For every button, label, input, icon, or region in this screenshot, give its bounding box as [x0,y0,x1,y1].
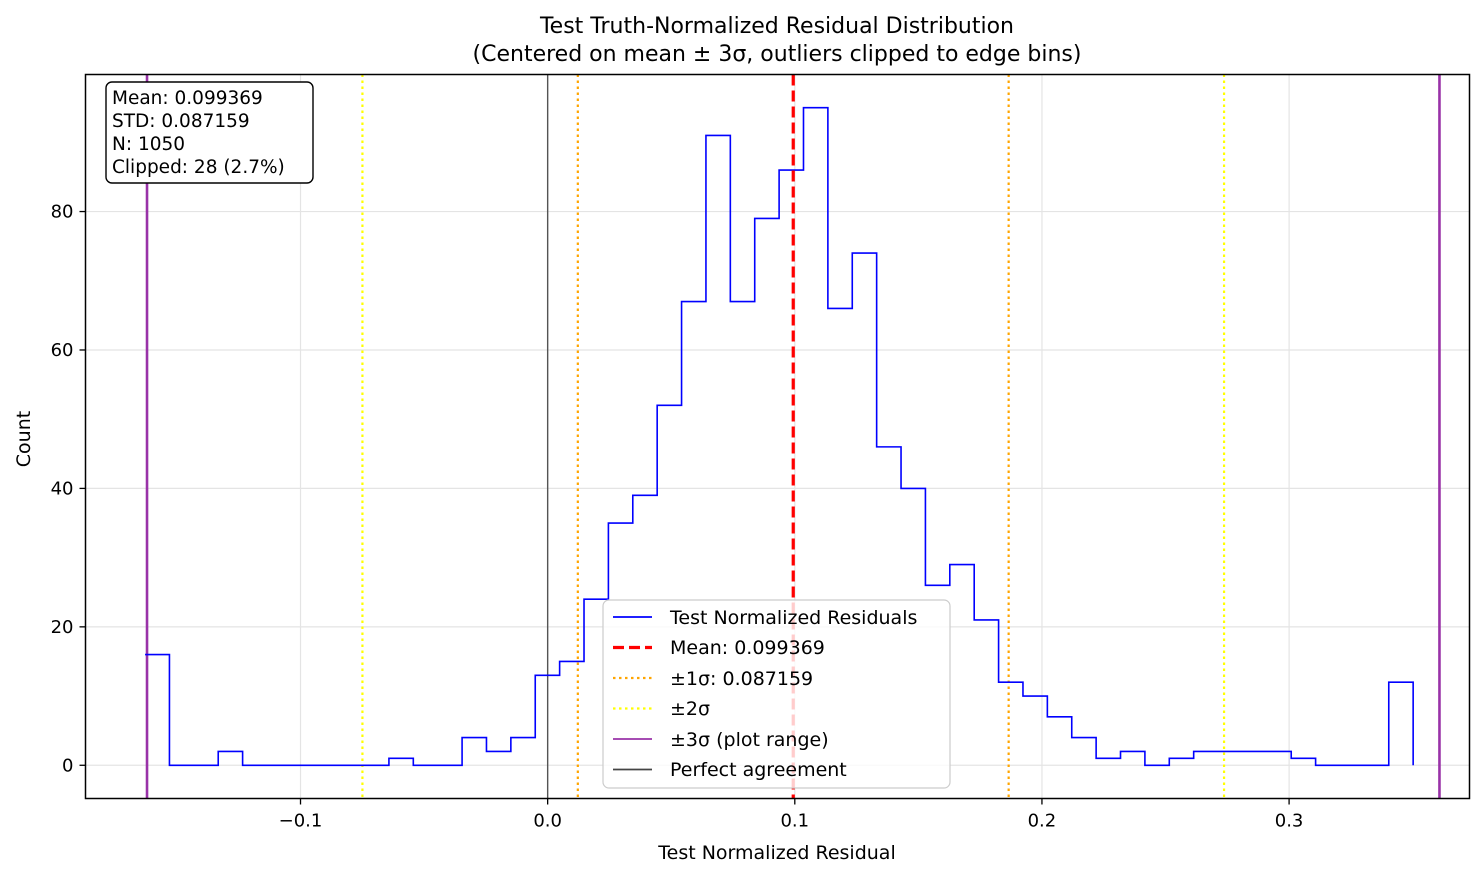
histogram [145,106,1414,767]
y-tick-label-4: 80 [51,202,74,223]
legend: Test Normalized Residuals Mean: 0.099369… [602,599,951,789]
y-tick-label-0: 0 [62,755,73,776]
y-tick-label-2: 40 [51,478,74,499]
y-tick-label-1: 20 [51,617,74,638]
legend-label-2sigma: ±2σ [670,698,710,720]
stats-box: Mean: 0.099369 STD: 0.087159 N: 1050 Cli… [105,81,314,184]
legend-frame [602,599,951,789]
legend-label-3sigma: ±3σ (plot range) [670,729,829,751]
legend-label-perfect-agreement: Perfect agreement [670,759,847,781]
reference-lines [145,74,1441,799]
y-tick-label-3: 60 [51,340,74,361]
stats-std: STD: 0.087159 [112,111,250,132]
plot-frame [84,73,1471,800]
x-tick-label-2: 0.1 [780,811,809,832]
x-tick-label-1: 0.0 [533,811,562,832]
x-tick-label-3: 0.2 [1028,811,1057,832]
y-axis-label: Count [13,411,35,467]
x-tick-label-4: 0.3 [1275,811,1304,832]
stats-clipped: Clipped: 28 (2.7%) [112,157,285,178]
axis-ticks: −0.1 0.0 0.1 0.2 0.3 0 20 40 60 80 [51,202,1304,832]
histogram-step-line [145,106,1414,767]
stats-box-frame [105,81,314,184]
legend-label-1sigma: ±1σ: 0.087159 [670,668,813,690]
legend-label-residuals: Test Normalized Residuals [669,607,917,629]
chart-subtitle: (Centered on mean ± 3σ, outliers clipped… [473,42,1082,67]
x-tick-label-0: −0.1 [279,811,323,832]
chart-title: Test Truth-Normalized Residual Distribut… [539,14,1014,39]
stats-n: N: 1050 [112,134,185,155]
x-axis-label: Test Normalized Residual [657,842,895,864]
legend-label-mean: Mean: 0.099369 [670,637,825,659]
stats-mean: Mean: 0.099369 [112,88,263,109]
